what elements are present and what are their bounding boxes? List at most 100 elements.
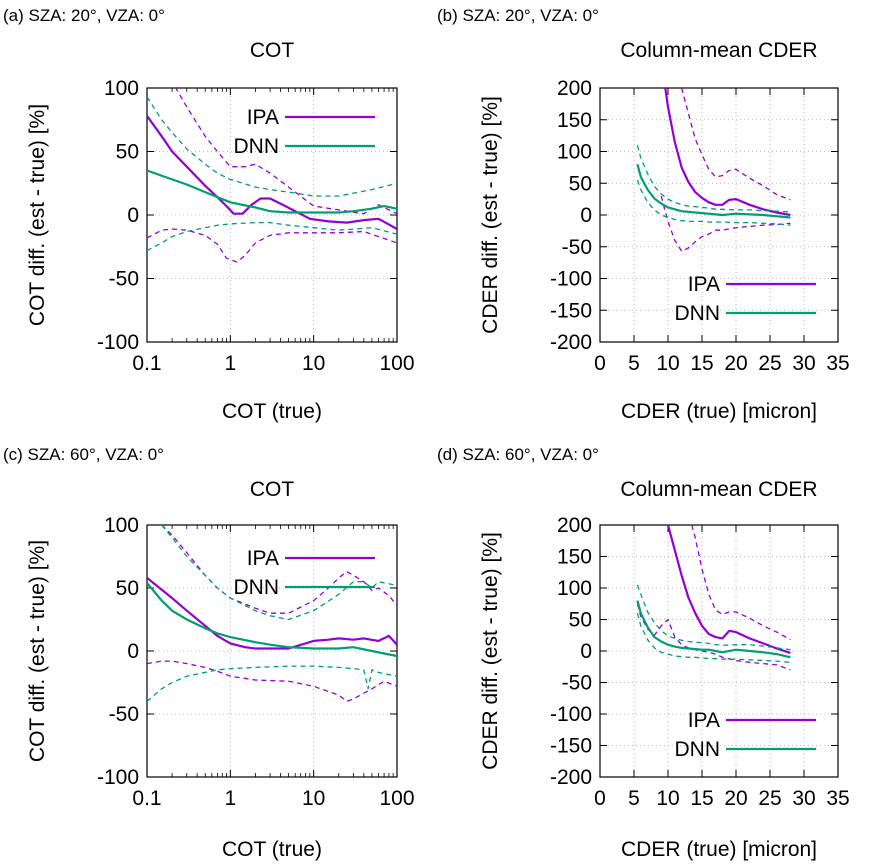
series-line-ipa [666,525,791,654]
x-tick-label: 30 [792,787,815,810]
x-tick-label: 0 [594,352,606,375]
y-tick-label: -50 [109,703,139,726]
y-tick-label: -50 [109,268,139,291]
x-tick-label: 15 [690,787,713,810]
x-tick-label: 1 [224,352,236,375]
chart-title: Column-mean CDER [620,478,817,501]
x-tick-label: 10 [302,352,325,375]
legend-label: IPA [688,709,720,732]
chart-title: COT [250,39,295,62]
series-bound-ipa [691,525,791,641]
y-tick-label: 50 [116,141,139,164]
series-line-dnn [147,582,397,658]
y-tick-label: 100 [104,514,139,537]
y-tick-label: 0 [580,204,592,227]
series-bound-ipa [147,660,397,703]
y-tick-label: -100 [97,331,139,354]
series-bound-dnn [161,525,397,621]
x-tick-label: 20 [724,352,747,375]
y-axis-label: COT diff. (est - true) [%] [26,104,49,326]
chart-panel-1: 0 5 10 15 20 25 30 35-200-150-100-5005010015020… [437,6,850,423]
chart-panel-2: 0.1 1 10 100 -100 -50 0 50 100 IPA DNN (c) SZA: 60°… [3,445,415,861]
series-line-dnn [147,169,397,214]
y-tick-label: 50 [116,577,139,600]
series-bound-dnn [636,613,791,663]
x-tick-label: 10 [302,787,325,810]
x-tick-label: 100 [379,352,414,375]
chart-panel-0: 0.1 1 10 100 -100 -50 0 50 100 IPA DNN (a) SZA: 20°… [3,6,415,423]
legend-label: DNN [234,576,280,599]
panel-label: (b) SZA: 20°, VZA: 0° [437,6,599,25]
x-tick-label: 10 [656,787,679,810]
y-tick-label: 150 [557,109,592,132]
series-bound-dnn [636,145,791,213]
y-tick-label: -200 [550,331,592,354]
legend-label: IPA [247,106,279,129]
series-bound-ipa [660,195,791,252]
x-axis-label: CDER (true) [micron] [621,400,817,423]
y-tick-label: 50 [569,172,592,195]
x-tick-label: 35 [826,352,849,375]
x-tick-label: 15 [690,352,713,375]
series-line-ipa [664,88,791,217]
y-tick-label: -150 [550,735,592,758]
y-tick-label: 50 [569,609,592,632]
series-bound-ipa [175,88,397,215]
x-tick-label: 0.1 [132,787,161,810]
x-axis-label: COT (true) [222,400,322,423]
panel-label: (d) SZA: 60°, VZA: 0° [437,445,599,464]
series-bound-dnn [147,96,397,197]
series-line-dnn [636,600,791,659]
series-bound-ipa [161,525,397,614]
chart-title: Column-mean CDER [620,39,817,62]
chart-title: COT [250,478,295,501]
x-axis-label: CDER (true) [micron] [621,838,817,861]
y-axis-label: COT diff. (est - true) [%] [26,540,49,762]
series-bound-dnn [147,221,397,252]
x-tick-label: 5 [628,352,640,375]
y-tick-label: 100 [104,77,139,100]
series-bound-ipa [680,88,791,201]
y-tick-label: -100 [97,766,139,789]
series-bound-ipa [147,228,397,263]
y-tick-label: -100 [550,703,592,726]
x-tick-label: 20 [724,787,747,810]
x-tick-label: 25 [758,352,781,375]
y-tick-label: 0 [127,640,139,663]
legend-label: IPA [688,273,720,296]
y-tick-label: -150 [550,299,592,322]
series-line-dnn [636,163,791,219]
y-tick-label: -50 [562,236,592,259]
y-tick-label: 100 [557,577,592,600]
series-line-ipa [147,115,397,230]
y-tick-label: 0 [127,204,139,227]
x-tick-label: 0 [594,787,606,810]
x-tick-label: 10 [656,352,679,375]
legend-label: IPA [247,547,279,570]
series-line-ipa [147,577,397,650]
legend-label: DNN [675,302,721,325]
legend-label: DNN [675,738,721,761]
y-tick-label: -100 [550,268,592,291]
x-tick-label: 25 [758,787,781,810]
panel-label: (c) SZA: 60°, VZA: 0° [3,445,164,464]
y-tick-label: 200 [557,514,592,537]
y-tick-label: 100 [557,141,592,164]
y-tick-label: -50 [562,672,592,695]
y-tick-label: 200 [557,77,592,100]
x-tick-label: 1 [224,787,236,810]
chart-panel-3: 0 5 10 15 20 25 30 35-200-150-100-5005010015020… [437,445,850,861]
x-tick-label: 5 [628,787,640,810]
y-tick-label: 150 [557,546,592,569]
x-tick-label: 100 [379,787,414,810]
x-axis-label: COT (true) [222,838,322,861]
panel-label: (a) SZA: 20°, VZA: 0° [3,6,165,25]
legend-label: DNN [234,135,280,158]
y-tick-label: 0 [580,640,592,663]
y-axis-label: CDER diff. (est - true) [%] [479,96,502,334]
y-axis-label: CDER diff. (est - true) [%] [479,532,502,770]
x-tick-label: 30 [792,352,815,375]
x-tick-label: 35 [826,787,849,810]
x-tick-label: 0.1 [132,352,161,375]
